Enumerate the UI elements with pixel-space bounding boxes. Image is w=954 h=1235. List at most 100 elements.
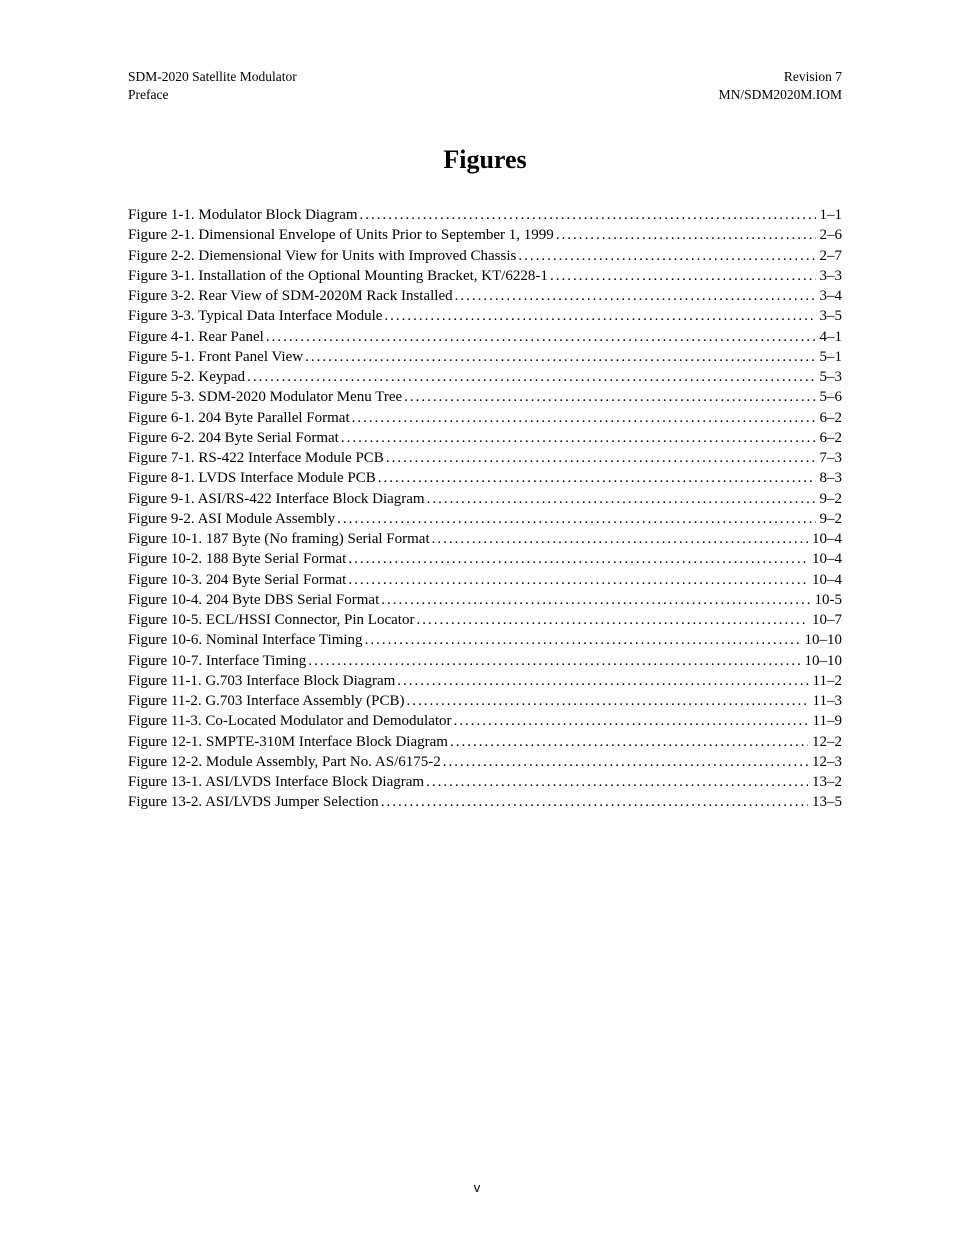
toc-row: Figure 7-1. RS-422 Interface Module PCB 7… <box>128 448 842 468</box>
toc-leader-dots <box>404 387 815 407</box>
header-left-line1: SDM-2020 Satellite Modulator <box>128 68 297 86</box>
toc-leader-dots <box>348 549 808 569</box>
page-container: SDM-2020 Satellite Modulator Preface Rev… <box>0 0 954 1235</box>
toc-leader-dots <box>337 509 815 529</box>
toc-entry-label: Figure 12-1. SMPTE-310M Interface Block … <box>128 732 448 752</box>
toc-row: Figure 10-4. 204 Byte DBS Serial Format1… <box>128 590 842 610</box>
toc-leader-dots <box>348 570 808 590</box>
section-title: Figures <box>128 145 842 175</box>
toc-row: Figure 3-1. Installation of the Optional… <box>128 266 842 286</box>
toc-entry-page: 6–2 <box>818 408 843 428</box>
toc-row: Figure 1-1. Modulator Block Diagram1–1 <box>128 205 842 225</box>
toc-entry-label: Figure 5-1. Front Panel View <box>128 347 303 367</box>
toc-entry-label: Figure 2-2. Diemensional View for Units … <box>128 246 516 266</box>
toc-row: Figure 5-3. SDM-2020 Modulator Menu Tree… <box>128 387 842 407</box>
toc-leader-dots <box>450 732 808 752</box>
toc-entry-label: Figure 9-2. ASI Module Assembly <box>128 509 335 529</box>
toc-entry-page: 3–4 <box>818 286 843 306</box>
toc-row: Figure 10-6. Nominal Interface Timing 10–… <box>128 630 842 650</box>
toc-leader-dots <box>365 630 801 650</box>
toc-row: Figure 6-1. 204 Byte Parallel Format6–2 <box>128 408 842 428</box>
toc-row: Figure 13-2. ASI/LVDS Jumper Selection13… <box>128 792 842 812</box>
toc-entry-page: 10–10 <box>803 630 843 650</box>
toc-leader-dots <box>308 651 800 671</box>
toc-leader-dots <box>266 327 816 347</box>
header-left: SDM-2020 Satellite Modulator Preface <box>128 68 297 103</box>
toc-entry-label: Figure 11-3. Co-Located Modulator and De… <box>128 711 452 731</box>
toc-entry-page: 3–3 <box>818 266 843 286</box>
toc-leader-dots <box>305 347 815 367</box>
toc-leader-dots <box>426 772 808 792</box>
toc-leader-dots <box>360 205 816 225</box>
toc-row: Figure 6-2. 204 Byte Serial Format 6–2 <box>128 428 842 448</box>
toc-entry-page: 5–6 <box>818 387 843 407</box>
toc-entry-page: 5–1 <box>818 347 843 367</box>
toc-entry-page: 9–2 <box>818 509 843 529</box>
toc-entry-page: 10-5 <box>813 590 843 610</box>
toc-entry-label: Figure 5-2. Keypad <box>128 367 245 387</box>
toc-row: Figure 10-2. 188 Byte Serial Format 10–4 <box>128 549 842 569</box>
toc-row: Figure 12-1. SMPTE-310M Interface Block … <box>128 732 842 752</box>
toc-leader-dots <box>384 306 815 326</box>
toc-entry-page: 11–3 <box>811 691 842 711</box>
toc-leader-dots <box>454 711 809 731</box>
toc-row: Figure 12-2. Module Assembly, Part No. A… <box>128 752 842 772</box>
toc-entry-label: Figure 6-2. 204 Byte Serial Format <box>128 428 339 448</box>
toc-leader-dots <box>247 367 815 387</box>
toc-entry-page: 10–4 <box>810 570 842 590</box>
toc-entry-page: 2–6 <box>818 225 843 245</box>
toc-entry-page: 11–9 <box>811 711 842 731</box>
toc-entry-page: 12–3 <box>810 752 842 772</box>
toc-entry-page: 3–5 <box>818 306 843 326</box>
toc-entry-label: Figure 2-1. Dimensional Envelope of Unit… <box>128 225 554 245</box>
toc-leader-dots <box>397 671 808 691</box>
toc-row: Figure 3-3. Typical Data Interface Modul… <box>128 306 842 326</box>
toc-row: Figure 9-1. ASI/RS-422 Interface Block D… <box>128 489 842 509</box>
toc-leader-dots <box>352 408 816 428</box>
toc-entry-label: Figure 7-1. RS-422 Interface Module PCB <box>128 448 384 468</box>
toc-leader-dots <box>341 428 816 448</box>
toc-entry-page: 4–1 <box>818 327 843 347</box>
toc-leader-dots <box>406 691 808 711</box>
toc-entry-label: Figure 9-1. ASI/RS-422 Interface Block D… <box>128 489 425 509</box>
toc-row: Figure 8-1. LVDS Interface Module PCB8–3 <box>128 468 842 488</box>
page-number: v <box>0 1180 954 1195</box>
toc-entry-label: Figure 11-1. G.703 Interface Block Diagr… <box>128 671 395 691</box>
toc-leader-dots <box>381 792 808 812</box>
toc-entry-label: Figure 8-1. LVDS Interface Module PCB <box>128 468 376 488</box>
toc-entry-label: Figure 1-1. Modulator Block Diagram <box>128 205 358 225</box>
toc-row: Figure 10-3. 204 Byte Serial Format 10–4 <box>128 570 842 590</box>
toc-row: Figure 2-1. Dimensional Envelope of Unit… <box>128 225 842 245</box>
toc-entry-label: Figure 10-3. 204 Byte Serial Format <box>128 570 346 590</box>
header-left-line2: Preface <box>128 86 297 104</box>
toc-leader-dots <box>432 529 808 549</box>
toc-leader-dots <box>386 448 816 468</box>
toc-entry-page: 9–2 <box>818 489 843 509</box>
toc-entry-page: 10–4 <box>810 549 842 569</box>
toc-row: Figure 2-2. Diemensional View for Units … <box>128 246 842 266</box>
toc-leader-dots <box>518 246 815 266</box>
toc-entry-page: 10–4 <box>810 529 842 549</box>
toc-entry-label: Figure 13-2. ASI/LVDS Jumper Selection <box>128 792 379 812</box>
figures-toc: Figure 1-1. Modulator Block Diagram1–1Fi… <box>128 205 842 813</box>
toc-entry-page: 7–3 <box>818 448 843 468</box>
toc-entry-page: 2–7 <box>818 246 843 266</box>
toc-entry-page: 6–2 <box>818 428 843 448</box>
header-right-line2: MN/SDM2020M.IOM <box>719 86 842 104</box>
toc-row: Figure 5-1. Front Panel View 5–1 <box>128 347 842 367</box>
toc-row: Figure 11-2. G.703 Interface Assembly (P… <box>128 691 842 711</box>
toc-entry-label: Figure 10-2. 188 Byte Serial Format <box>128 549 346 569</box>
toc-entry-page: 12–2 <box>810 732 842 752</box>
toc-leader-dots <box>556 225 816 245</box>
toc-row: Figure 4-1. Rear Panel 4–1 <box>128 327 842 347</box>
toc-row: Figure 13-1. ASI/LVDS Interface Block Di… <box>128 772 842 792</box>
toc-leader-dots <box>381 590 810 610</box>
toc-entry-label: Figure 4-1. Rear Panel <box>128 327 264 347</box>
toc-entry-label: Figure 3-1. Installation of the Optional… <box>128 266 548 286</box>
toc-entry-label: Figure 5-3. SDM-2020 Modulator Menu Tree <box>128 387 402 407</box>
toc-entry-label: Figure 3-2. Rear View of SDM-2020M Rack … <box>128 286 453 306</box>
toc-row: Figure 11-3. Co-Located Modulator and De… <box>128 711 842 731</box>
toc-entry-label: Figure 10-6. Nominal Interface Timing <box>128 630 363 650</box>
toc-leader-dots <box>416 610 808 630</box>
toc-entry-label: Figure 13-1. ASI/LVDS Interface Block Di… <box>128 772 424 792</box>
